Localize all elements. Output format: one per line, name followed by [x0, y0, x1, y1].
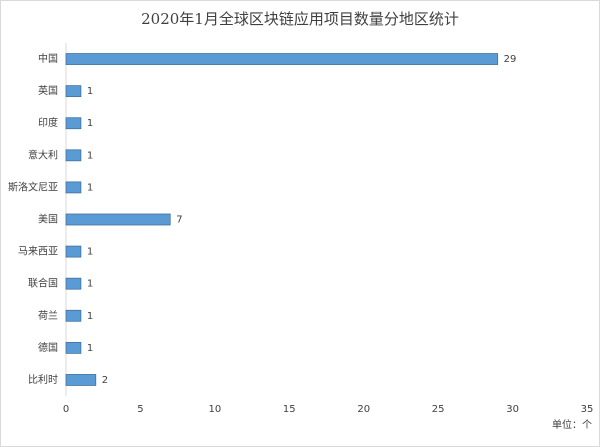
y-tick-label: 比利时 — [28, 374, 58, 386]
data-label: 1 — [87, 118, 93, 129]
data-label: 1 — [87, 311, 93, 322]
x-tick-label: 35 — [581, 404, 594, 415]
x-tick-label: 15 — [283, 404, 296, 415]
x-tick-label: 20 — [357, 404, 370, 415]
x-tick-label: 30 — [506, 404, 519, 415]
bar — [65, 309, 82, 322]
y-tick-label: 斯洛文尼亚 — [8, 180, 58, 193]
y-tick-label: 联合国 — [28, 277, 58, 290]
data-label: 29 — [504, 54, 517, 65]
bar — [65, 245, 82, 258]
y-tick-label: 中国 — [38, 52, 58, 65]
bar — [65, 117, 82, 130]
x-tick-label: 25 — [432, 404, 445, 415]
x-tick-label: 10 — [208, 404, 221, 415]
y-tick-label: 意大利 — [28, 148, 58, 161]
bar — [65, 341, 82, 354]
y-tick-label: 英国 — [38, 84, 58, 97]
bar — [65, 213, 171, 226]
x-tick-label: 0 — [63, 404, 69, 415]
data-label: 1 — [87, 247, 93, 258]
data-label: 1 — [87, 86, 93, 97]
y-tick-label: 德国 — [38, 341, 58, 354]
bar — [65, 85, 82, 98]
bar — [65, 277, 82, 290]
data-label: 7 — [176, 215, 182, 226]
data-label: 2 — [102, 375, 108, 386]
bar — [65, 374, 97, 386]
data-label: 1 — [87, 182, 93, 193]
bar — [65, 53, 499, 65]
unit-label: 单位：个 — [552, 418, 592, 431]
data-label: 1 — [87, 343, 93, 354]
y-tick-label: 马来西亚 — [18, 246, 58, 258]
bar — [65, 149, 82, 162]
bar — [65, 181, 82, 194]
chart-title: 2020年1月全球区块链应用项目数量分地区统计 — [141, 10, 459, 28]
x-tick-label: 5 — [137, 404, 143, 415]
data-label: 1 — [87, 150, 93, 161]
y-tick-label: 美国 — [38, 213, 58, 226]
y-tick-label: 印度 — [38, 116, 58, 129]
y-tick-label: 荷兰 — [38, 309, 58, 322]
data-label: 1 — [87, 279, 93, 290]
